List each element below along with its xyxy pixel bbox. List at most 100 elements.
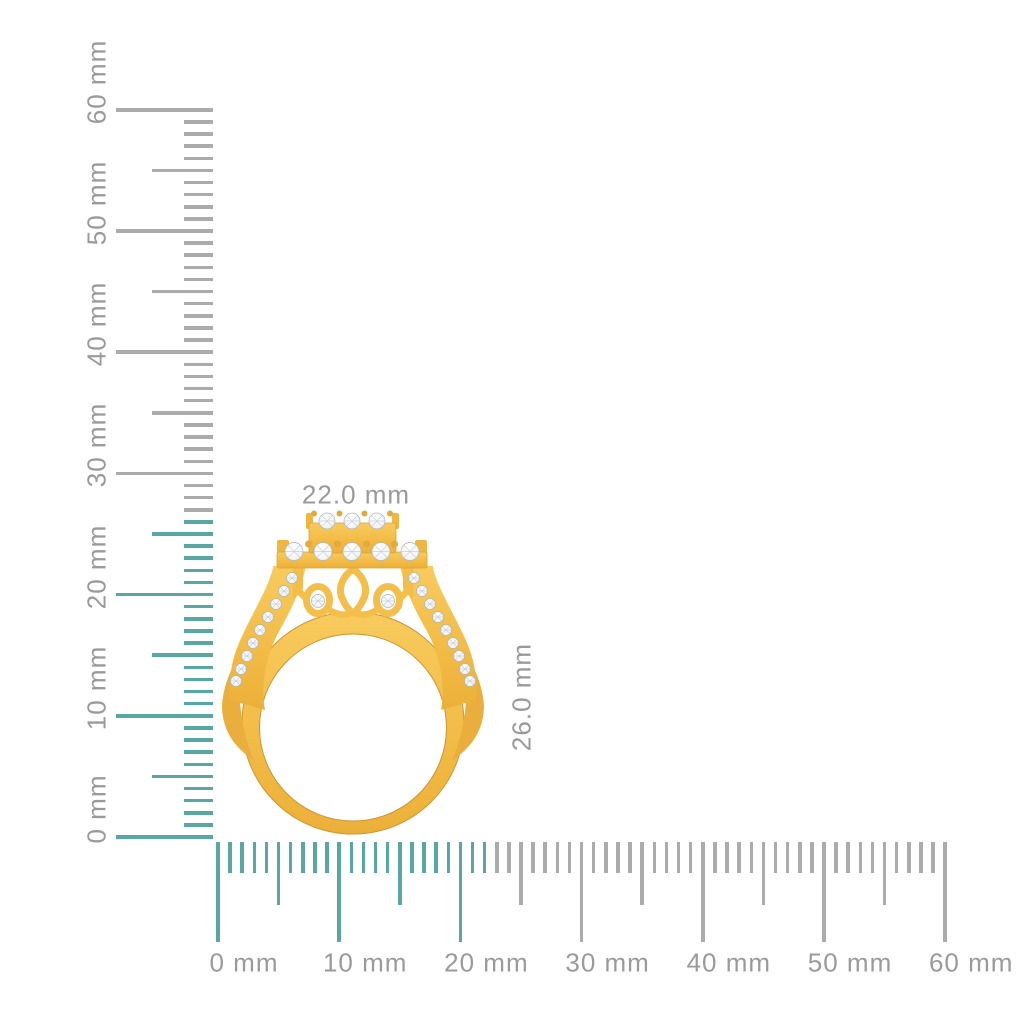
vertical-ruler-tick	[184, 750, 213, 754]
horizontal-ruler-label: 40 mm	[686, 947, 772, 978]
diamond-stone	[464, 675, 476, 687]
vertical-ruler-tick	[184, 180, 213, 185]
horizontal-ruler-tick	[931, 842, 935, 873]
vertical-ruler-tick	[152, 653, 213, 657]
vertical-ruler-tick	[184, 338, 213, 342]
prong-nub	[391, 540, 398, 548]
vertical-ruler-tick	[116, 835, 213, 839]
horizontal-ruler-tick	[264, 842, 269, 873]
diamond-stone	[254, 624, 266, 636]
ring-band	[241, 611, 465, 835]
diamond-stone	[371, 542, 391, 561]
horizontal-ruler-tick	[652, 842, 657, 873]
vertical-ruler-tick	[184, 192, 213, 197]
diamond-stone	[368, 512, 386, 530]
horizontal-ruler-tick	[737, 842, 741, 873]
horizontal-ruler-tick	[846, 842, 850, 873]
horizontal-ruler-tick	[252, 842, 257, 873]
vertical-ruler-tick	[116, 108, 213, 112]
horizontal-ruler-tick	[725, 842, 729, 873]
horizontal-ruler-tick	[688, 842, 693, 873]
horizontal-ruler-tick	[579, 842, 584, 942]
vertical-ruler-tick	[184, 120, 213, 124]
horizontal-ruler-tick	[616, 842, 620, 873]
horizontal-ruler-tick	[446, 842, 451, 873]
horizontal-ruler-tick	[288, 842, 293, 873]
prong-nub	[387, 510, 393, 517]
horizontal-ruler-tick	[385, 842, 390, 873]
prong-nub	[361, 510, 368, 517]
vertical-ruler-tick	[184, 253, 213, 257]
horizontal-ruler-label: 10 mm	[322, 947, 408, 978]
horizontal-ruler-tick	[507, 842, 511, 873]
vertical-ruler-tick	[184, 811, 213, 815]
horizontal-ruler-tick	[519, 842, 523, 905]
diamond-stone	[241, 650, 253, 662]
vertical-ruler-tick	[152, 168, 213, 173]
diamond-stone	[313, 542, 333, 561]
horizontal-ruler-tick	[882, 842, 887, 905]
horizontal-ruler-tick	[761, 842, 766, 905]
horizontal-ruler-tick	[822, 842, 826, 942]
horizontal-ruler-tick	[228, 842, 232, 873]
horizontal-ruler-tick	[604, 842, 608, 873]
vertical-ruler-tick	[184, 520, 213, 524]
vertical-ruler-label: 30 mm	[81, 403, 112, 488]
horizontal-ruler-tick	[434, 842, 438, 873]
diamond-stone	[459, 663, 471, 675]
horizontal-ruler-tick	[749, 842, 754, 873]
vertical-ruler-tick	[152, 774, 213, 779]
ring-width-label: 22.0 mm	[301, 479, 411, 510]
horizontal-ruler-label: 20 mm	[444, 947, 529, 978]
vertical-ruler-tick	[184, 701, 213, 706]
horizontal-ruler-tick	[361, 842, 366, 873]
vertical-ruler-tick	[184, 374, 213, 379]
diamond-stone	[440, 624, 452, 636]
horizontal-ruler-tick	[555, 842, 560, 873]
horizontal-ruler-tick	[373, 842, 378, 873]
vertical-ruler-tick	[184, 641, 213, 645]
vertical-ruler-tick	[184, 314, 213, 318]
diamond-stone	[416, 585, 428, 597]
vertical-ruler-tick	[184, 205, 213, 209]
prong-nub	[336, 510, 343, 517]
vertical-ruler-tick	[116, 350, 213, 354]
vertical-ruler-tick	[184, 483, 213, 488]
vertical-ruler-tick	[184, 580, 213, 585]
diamond-stone	[230, 675, 242, 687]
vertical-ruler-tick	[184, 217, 213, 221]
diamond-stone	[424, 598, 436, 610]
prong-nub	[334, 540, 341, 548]
vertical-ruler-tick	[184, 301, 213, 306]
horizontal-ruler-tick	[349, 842, 354, 873]
vertical-ruler-tick	[184, 423, 213, 427]
vertical-ruler-tick	[152, 411, 213, 415]
vertical-ruler-tick	[184, 265, 213, 270]
diamond-stone	[447, 637, 459, 649]
diamond-stone	[453, 650, 465, 662]
vertical-ruler-tick	[116, 592, 213, 597]
horizontal-ruler-tick	[858, 842, 863, 873]
vertical-ruler-tick	[184, 798, 213, 803]
vertical-ruler-tick	[184, 568, 213, 573]
diamond-stone	[343, 512, 361, 530]
horizontal-ruler-label: 30 mm	[565, 947, 650, 978]
horizontal-ruler-tick	[531, 842, 535, 873]
horizontal-ruler-tick	[301, 842, 305, 873]
horizontal-ruler-tick	[713, 842, 717, 873]
ring-diamonds	[230, 510, 476, 687]
diamond-stone	[270, 598, 282, 610]
horizontal-ruler-tick	[337, 842, 341, 942]
vertical-ruler-label: 60 mm	[81, 39, 112, 125]
vertical-ruler-tick	[184, 556, 213, 560]
horizontal-ruler-tick	[398, 842, 402, 905]
vertical-ruler-tick	[184, 508, 213, 512]
diamond-stone	[381, 594, 395, 608]
vertical-ruler-tick	[184, 762, 213, 767]
diamond-stone	[235, 663, 247, 675]
vertical-ruler-tick	[184, 726, 213, 730]
horizontal-ruler-tick	[798, 842, 802, 873]
horizontal-ruler-label: 0 mm	[209, 947, 279, 978]
diamond-stone	[342, 542, 362, 561]
